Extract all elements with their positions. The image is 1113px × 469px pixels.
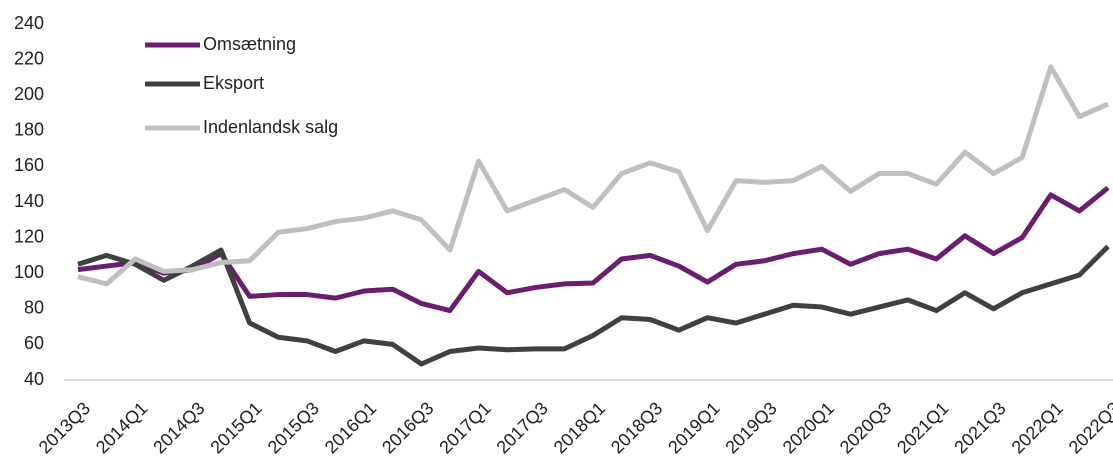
y-tick-label: 180 <box>14 120 44 140</box>
y-tick-label: 240 <box>14 13 44 33</box>
x-tick-label: 2018Q3 <box>607 398 666 457</box>
x-tick-label: 2018Q1 <box>550 398 609 457</box>
series-line <box>77 185 1110 314</box>
x-tick-label: 2021Q3 <box>950 398 1009 457</box>
x-tick-label: 2016Q3 <box>378 398 437 457</box>
y-tick-label: 80 <box>24 298 44 318</box>
x-tick-label: 2015Q3 <box>264 398 323 457</box>
x-tick-label: 2014Q3 <box>149 398 208 457</box>
y-tick-label: 160 <box>14 155 44 175</box>
x-tick-label: 2014Q1 <box>92 398 151 457</box>
x-tick-label: 2013Q3 <box>35 398 94 457</box>
x-tick-label: 2020Q3 <box>836 398 895 457</box>
x-tick-label: 2017Q3 <box>493 398 552 457</box>
x-tick-label: 2019Q3 <box>721 398 780 457</box>
x-tick-label: 2016Q1 <box>321 398 380 457</box>
y-tick-label: 200 <box>14 84 44 104</box>
x-tick-label: 2020Q1 <box>779 398 838 457</box>
y-tick-label: 40 <box>24 369 44 389</box>
y-tick-label: 140 <box>14 191 44 211</box>
y-tick-label: 220 <box>14 48 44 68</box>
y-tick-label: 120 <box>14 226 44 246</box>
legend-label: Indenlandsk salg <box>203 117 338 137</box>
y-tick-label: 60 <box>24 333 44 353</box>
y-tick-label: 100 <box>14 262 44 282</box>
series-line <box>77 244 1110 367</box>
legend-label: Eksport <box>203 73 264 93</box>
x-tick-label: 2022Q1 <box>1008 398 1067 457</box>
legend-label: Omsætning <box>203 34 296 54</box>
x-tick-label: 2021Q1 <box>893 398 952 457</box>
x-tick-label: 2022Q3 <box>1065 398 1113 457</box>
x-tick-label: 2017Q1 <box>435 398 494 457</box>
x-tick-label: 2015Q1 <box>206 398 265 457</box>
x-tick-label: 2019Q1 <box>664 398 723 457</box>
series-line <box>77 64 1109 287</box>
